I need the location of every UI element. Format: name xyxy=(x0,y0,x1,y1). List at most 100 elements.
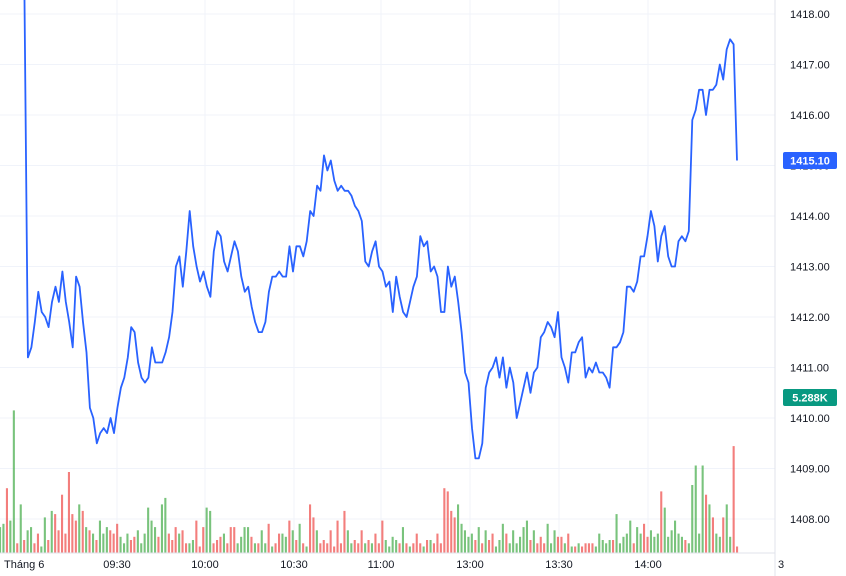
volume-bar xyxy=(33,543,36,553)
price-tick-label: 1413.00 xyxy=(790,262,830,274)
volume-bar xyxy=(450,510,453,553)
volume-bar xyxy=(725,504,728,553)
time-axis[interactable]: Tháng 6 09:30 10:00 10:30 11:00 13:00 13:30 14:… xyxy=(4,559,784,571)
volume-bar xyxy=(222,533,225,553)
volume-bar xyxy=(443,488,446,553)
volume-bar xyxy=(429,540,432,553)
volume-bar xyxy=(167,533,170,553)
price-tick-label: 1411.00 xyxy=(790,363,829,375)
volume-bar xyxy=(439,543,442,553)
volume-bar xyxy=(284,536,287,553)
last-price-badge-bg xyxy=(783,152,837,169)
volume-bar xyxy=(705,494,708,553)
volume-bar xyxy=(381,520,384,553)
volume-bar xyxy=(667,536,670,553)
price-line xyxy=(23,0,738,460)
volume-bar xyxy=(415,533,418,553)
volume-bar xyxy=(278,533,281,553)
volume-bar xyxy=(147,507,150,553)
volume-badge: 5.288K xyxy=(783,389,837,406)
volume-bar xyxy=(601,540,604,553)
volume-bar xyxy=(267,523,270,553)
volume-bar xyxy=(384,540,387,553)
volume-bar xyxy=(691,485,694,553)
volume-bar xyxy=(19,504,22,553)
volume-bar xyxy=(491,533,494,553)
line-layer xyxy=(23,0,738,460)
volume-bar xyxy=(243,527,246,553)
volume-bar xyxy=(422,546,425,553)
volume-bar xyxy=(622,536,625,553)
volume-bar xyxy=(85,527,88,553)
volume-bar xyxy=(522,527,525,553)
volume-bar xyxy=(401,527,404,553)
volume-bar xyxy=(488,540,491,553)
volume-bar xyxy=(546,523,549,553)
volume-bar xyxy=(643,523,646,553)
volume-bar xyxy=(556,536,559,553)
volume-bar xyxy=(129,540,132,553)
volume-bar xyxy=(701,465,704,553)
volume-bar xyxy=(698,533,701,553)
volume-bar xyxy=(722,517,725,553)
volume-bar xyxy=(474,540,477,553)
volume-bar xyxy=(274,543,277,553)
volume-bar xyxy=(618,543,621,553)
last-price-label: 1415.10 xyxy=(790,156,830,168)
volume-bar xyxy=(629,520,632,553)
volume-bar xyxy=(105,527,108,553)
price-tick-label: 1417.00 xyxy=(790,60,830,72)
volume-bar xyxy=(674,520,677,553)
volume-bar xyxy=(395,540,398,553)
volume-bar xyxy=(0,527,2,553)
volume-bar xyxy=(574,546,577,553)
volume-bar xyxy=(302,543,305,553)
volume-bar xyxy=(339,543,342,553)
volume-bar xyxy=(543,543,546,553)
volume-bar xyxy=(288,520,291,553)
volume-bar xyxy=(581,546,584,553)
volume-bar xyxy=(202,527,205,553)
volume-bar xyxy=(16,543,19,553)
volume-bar xyxy=(736,546,739,553)
volume-bar xyxy=(591,543,594,553)
volume-bar xyxy=(570,546,573,553)
volume-bar xyxy=(481,543,484,553)
volume-bar xyxy=(195,520,198,553)
time-tick-label: 10:00 xyxy=(191,559,219,571)
volume-bar xyxy=(26,530,29,553)
volume-bar xyxy=(50,510,53,553)
volume-bar xyxy=(563,543,566,553)
volume-bar xyxy=(5,488,8,553)
time-tick-label: 13:00 xyxy=(456,559,484,571)
volume-bar xyxy=(343,510,346,553)
volume-bar xyxy=(577,543,580,553)
time-tick-label: 11:00 xyxy=(368,559,395,571)
volume-bar xyxy=(360,530,363,553)
volume-bar xyxy=(656,533,659,553)
volume-bar xyxy=(694,465,697,553)
volume-bar xyxy=(446,491,449,553)
volume-bar xyxy=(205,507,208,553)
volume-bar xyxy=(567,533,570,553)
time-tick-label: Tháng 6 xyxy=(4,559,44,571)
price-tick-label: 1418.00 xyxy=(790,9,830,21)
volume-bar xyxy=(67,472,70,553)
volume-bar xyxy=(367,540,370,553)
volume-bar xyxy=(247,527,250,553)
volume-bar xyxy=(412,543,415,553)
volume-bar xyxy=(587,543,590,553)
volume-bar xyxy=(271,546,274,553)
volume-bar xyxy=(615,514,618,553)
volume-bar xyxy=(453,517,456,553)
volume-bar xyxy=(64,533,67,553)
volume-bar xyxy=(40,546,43,553)
volume-bar xyxy=(157,536,160,553)
volume-bar xyxy=(95,540,98,553)
price-axis[interactable]: 1418.001417.001416.001415.001414.001413.… xyxy=(790,9,830,526)
volume-bar xyxy=(30,527,33,553)
volume-bar xyxy=(112,533,115,553)
volume-bar xyxy=(364,543,367,553)
